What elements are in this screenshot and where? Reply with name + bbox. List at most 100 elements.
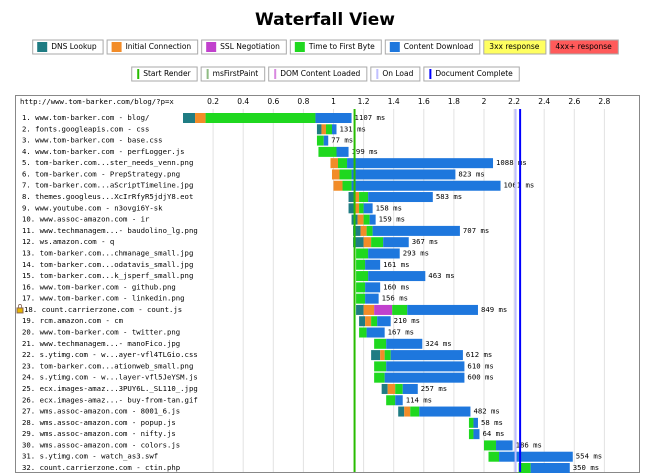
x-tick-label: 1.6 (418, 97, 430, 106)
timing-segment (353, 225, 361, 236)
timing-segment (386, 361, 465, 372)
timing-segment (359, 203, 364, 214)
timing-segment (395, 383, 403, 394)
request-label: 26. ecx.images-amaz...- buy-from-tan.gif (22, 395, 198, 404)
request-label: 13. tom-barker.com...chmanage_small.jpg (22, 248, 193, 257)
request-label: 23. tom-barker.com...ationweb_small.png (22, 361, 193, 370)
timing-segment (398, 406, 405, 417)
legend-label: Initial Connection (126, 42, 192, 51)
timing-segment (371, 350, 381, 361)
timing-segment (365, 282, 381, 293)
x-tick-label: 0.4 (237, 97, 249, 106)
legend-item: Document Complete (423, 66, 520, 82)
request-label: 31. s.ytimg.com - watch_as3.swf (22, 452, 158, 461)
request-time: 554 ms (576, 452, 602, 461)
request-time: 610 ms (467, 361, 493, 370)
timing-segment (363, 237, 372, 248)
legend-swatch (137, 69, 140, 79)
timing-segment (390, 350, 463, 361)
timing-segment (384, 350, 391, 361)
timing-segment (368, 271, 426, 282)
x-tick-label: 2.2 (508, 97, 520, 106)
timing-segment (473, 429, 480, 440)
request-label: 6. tom-barker.com - PrepStrategy.png (22, 169, 180, 178)
x-tick-label: 1.8 (448, 97, 460, 106)
timing-segment (371, 316, 378, 327)
timing-segment (347, 158, 494, 169)
x-tick-label: 0.6 (267, 97, 279, 106)
request-label: 17. www.tom-barker.com - linkedin.png (22, 294, 185, 303)
timing-segment (518, 463, 531, 473)
legend-item: On Load (370, 66, 421, 82)
timing-segment (488, 451, 500, 462)
legend-box (384, 39, 481, 55)
legend-box (201, 39, 287, 55)
timing-segment (530, 463, 570, 473)
request-time: 131 ms (340, 124, 366, 133)
timing-segment (402, 383, 418, 394)
timing-segment (384, 372, 465, 383)
x-tick-label: 2.6 (568, 97, 580, 106)
legend-swatch (274, 69, 277, 79)
timing-segment (342, 180, 352, 191)
timing-segment (468, 417, 474, 428)
legend-label: 4xx+ response (555, 42, 612, 51)
legend-swatch (37, 42, 48, 52)
legend-box (549, 39, 619, 55)
timing-segment (359, 327, 367, 338)
timing-segment (354, 203, 360, 214)
timing-segment (368, 192, 433, 203)
legend-label: On Load (382, 69, 413, 78)
timing-segment (318, 146, 337, 157)
chart-title: Waterfall View (255, 10, 395, 30)
request-label: 11. www.techmanagem...- baudolino_lg.png (22, 226, 198, 235)
x-tick-label: 0.2 (207, 97, 219, 106)
request-time: 324 ms (425, 339, 451, 348)
timing-segment (395, 395, 403, 406)
legend-label: SSL Negotiation (220, 42, 280, 51)
legend-row: Start Render msFirstPaint DOM Content Load… (131, 66, 520, 82)
legend-label: msFirstPaint (213, 69, 259, 78)
legend-swatch (376, 69, 379, 79)
legend-box (423, 66, 520, 82)
request-label: 25. ecx.images-amaz...3PUY6L._SL110_.jpg (22, 384, 198, 393)
request-label: 21. www.techmanagem...- manoFico.jpg (22, 339, 180, 348)
timing-segment (365, 316, 372, 327)
timing-segment (356, 282, 366, 293)
timing-segment (468, 429, 474, 440)
timing-segment (365, 293, 379, 304)
timing-segment (348, 203, 355, 214)
timing-segment (331, 124, 337, 135)
legend-label: DOM Content Loaded (280, 69, 360, 78)
legend-swatch (111, 42, 122, 52)
request-label: 16. www.tom-barker.com - github.png (22, 282, 176, 291)
legend-label: Content Download (404, 42, 474, 51)
legend-box (32, 39, 104, 55)
legend-item: Content Download (384, 39, 481, 55)
request-time: 199 ms (352, 147, 378, 156)
legend-swatch (429, 69, 432, 79)
timing-segment (353, 237, 364, 248)
timing-segment (338, 158, 348, 169)
timing-segment (359, 316, 366, 327)
request-label: 20. www.tom-barker.com - twitter.png (22, 328, 180, 337)
request-time: 482 ms (473, 407, 499, 416)
timing-segment (380, 350, 385, 361)
lock-icon (16, 307, 24, 314)
timing-segment (183, 113, 196, 123)
request-time: 600 ms (467, 373, 493, 382)
legend-item: DOM Content Loaded (268, 66, 368, 82)
timing-segment (330, 158, 339, 169)
request-label: 24. s.ytimg.com - w...layer-vfl5JeYSM.js (22, 373, 198, 382)
request-time: 257 ms (421, 384, 447, 393)
timing-segment (348, 192, 355, 203)
request-time: 64 ms (482, 429, 504, 438)
lock-shackle (18, 304, 22, 308)
timing-segment (360, 225, 367, 236)
request-time: 186 ms (516, 440, 542, 449)
legend-label: 3xx response (489, 42, 539, 51)
legend-label: Start Render (143, 69, 191, 78)
timing-segment (374, 338, 387, 349)
timing-segment (354, 192, 360, 203)
